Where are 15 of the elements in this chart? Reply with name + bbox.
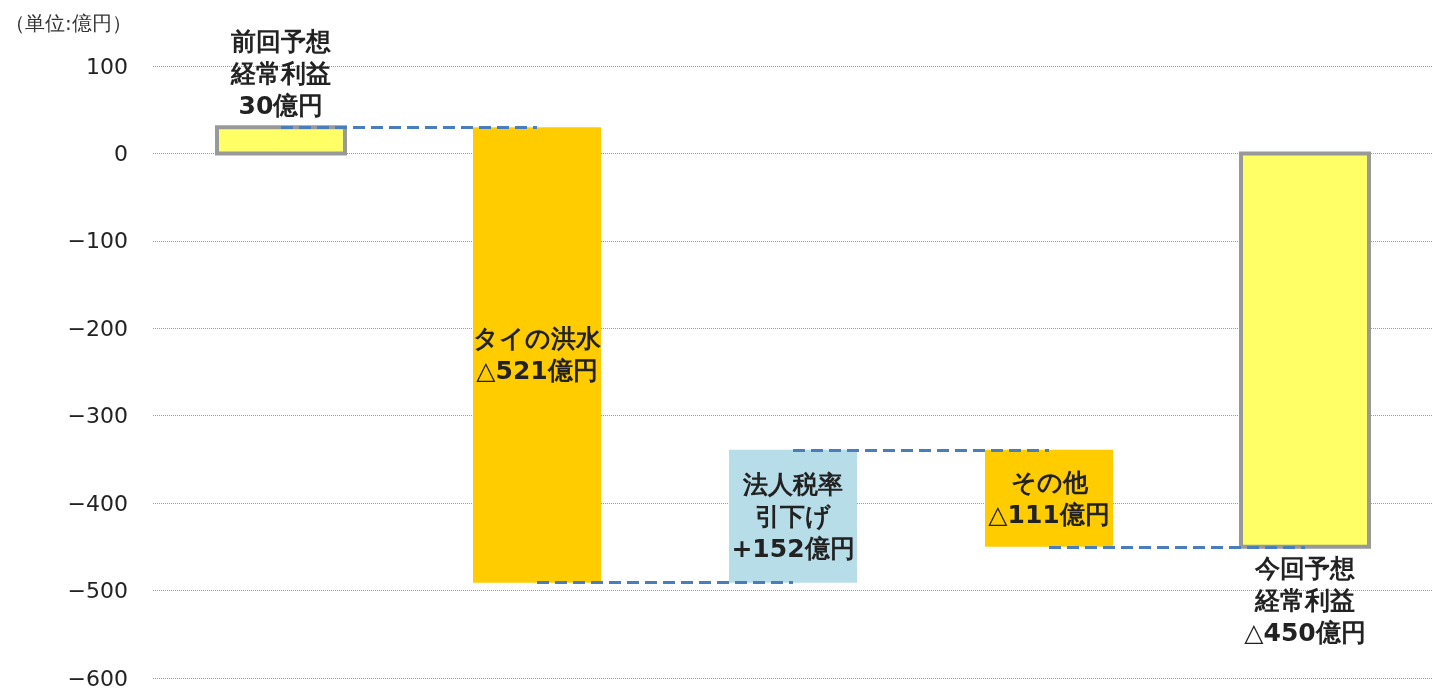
y-tick-label: −300 [67, 403, 128, 429]
data-label: タイの洪水△521億円 [473, 324, 602, 386]
y-tick-label: −100 [67, 228, 128, 254]
y-tick-label: 0 [114, 140, 128, 166]
y-tick-label: 100 [86, 53, 128, 79]
y-tick-label: −200 [67, 315, 128, 341]
y-tick-label: −500 [67, 578, 128, 604]
data-label: 今回予想経常利益△450億円 [1244, 554, 1366, 648]
data-label: 前回予想経常利益30億円 [230, 26, 331, 120]
bar [473, 127, 601, 583]
y-axis-title: （単位:億円） [5, 11, 132, 35]
y-tick-label: −400 [67, 490, 128, 516]
data-label: 法人税率引下げ+152億円 [731, 469, 855, 563]
y-tick-label: −600 [67, 665, 128, 691]
data-label: その他△111億円 [988, 467, 1110, 529]
